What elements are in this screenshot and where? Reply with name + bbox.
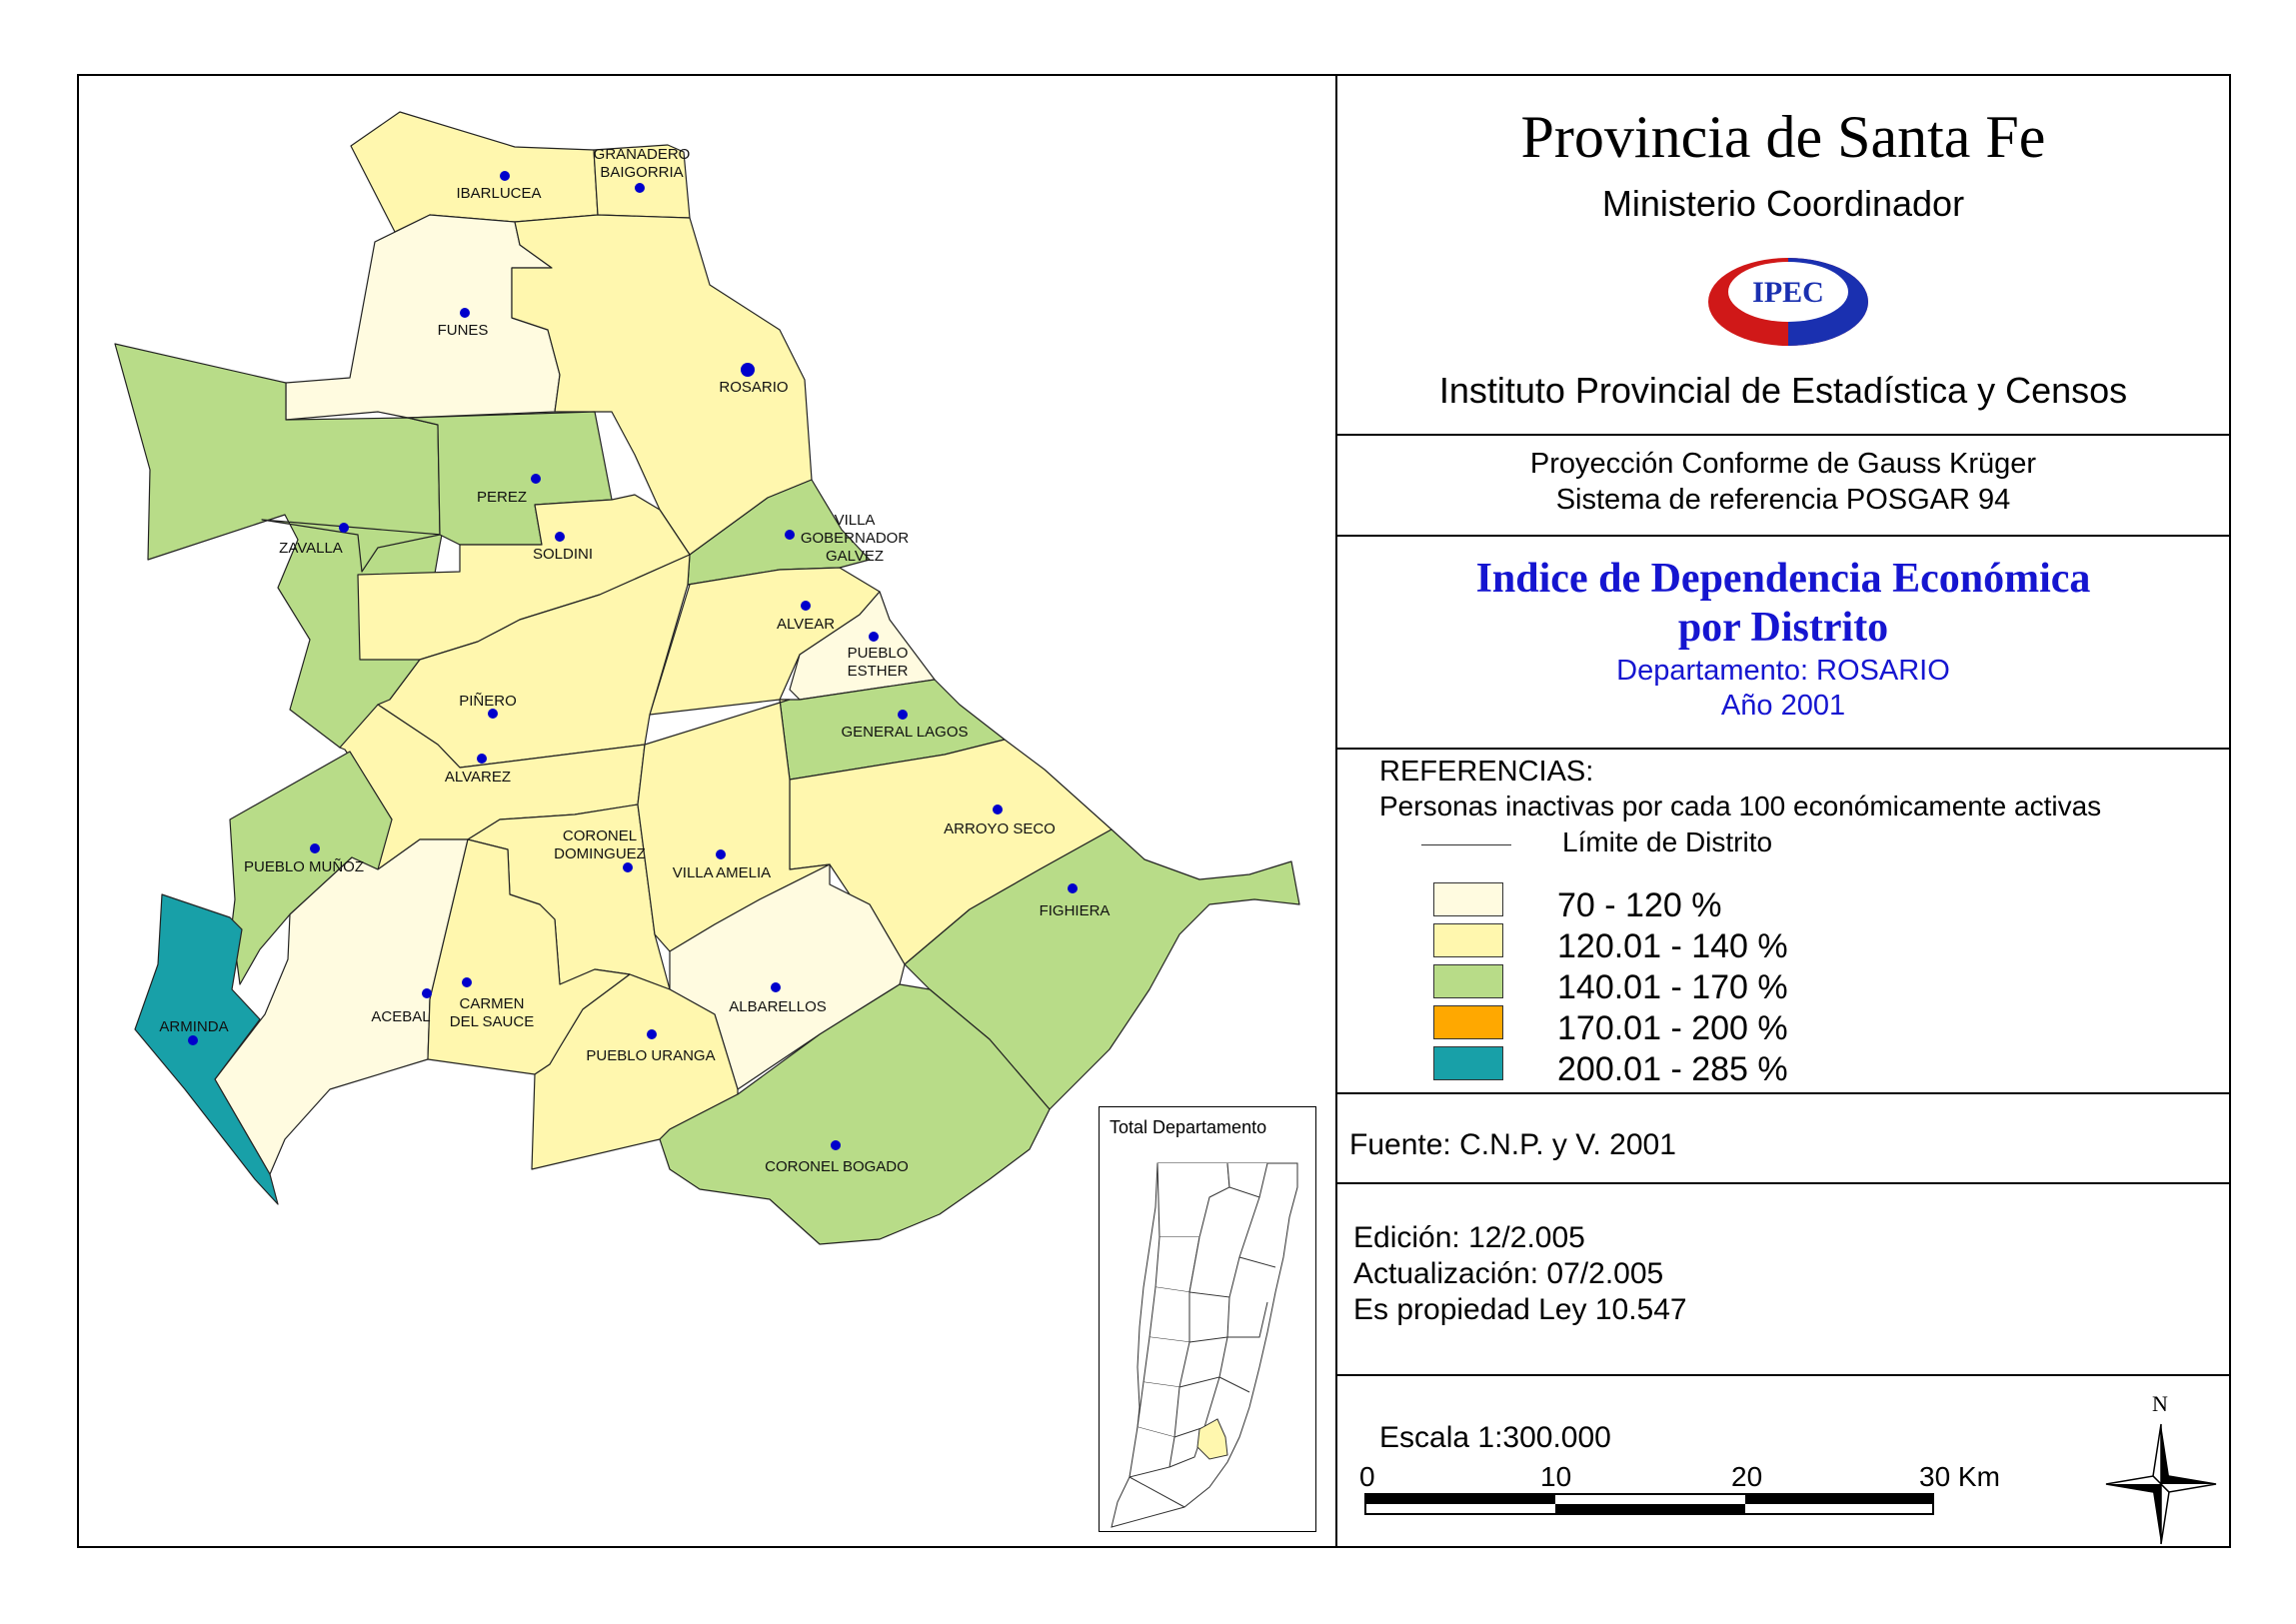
district-rosario[interactable]: [511, 214, 813, 556]
label-pueblo-uranga: PUEBLO URANGA: [586, 1047, 715, 1064]
legend-label-4: 200.01 - 285 %: [1557, 1050, 1788, 1088]
label-soldini: SOLDINI: [533, 546, 593, 563]
references-heading: REFERENCIAS:: [1379, 756, 1594, 788]
district-ibarlucea[interactable]: [350, 111, 599, 233]
district-coronel-bogado[interactable]: [659, 983, 1051, 1245]
ministry-name: Ministerio Coordinador: [1601, 183, 1965, 224]
map-title-line2: por Distrito: [1677, 605, 1889, 651]
label-carmen: CARMEN: [459, 995, 524, 1012]
legend-swatch-1: [1433, 923, 1503, 957]
label-villa-amelia: VILLA AMELIA: [673, 864, 771, 881]
label-alvarez: ALVAREZ: [445, 769, 511, 786]
year-label: Año 2001: [1720, 690, 1846, 722]
ipec-logo: IPEC: [1708, 258, 1868, 346]
divider-1: [1335, 434, 2231, 436]
department-label: Departamento: ROSARIO: [1616, 655, 1950, 687]
label-rosario: ROSARIO: [719, 379, 788, 396]
institute-name: Instituto Provincial de Estadística y Ce…: [1438, 370, 2128, 411]
label-villa: VILLA: [835, 512, 876, 529]
district-arminda[interactable]: [134, 893, 279, 1205]
projection-line1: Proyección Conforme de Gauss Krüger: [1529, 448, 2037, 480]
district-acebal[interactable]: [214, 838, 469, 1175]
legend-swatch-2: [1433, 964, 1503, 998]
inset-map: Total Departamento: [1099, 1106, 1316, 1532]
boundary-line-sample: [1421, 844, 1511, 845]
label-pinero: PIÑERO: [459, 693, 517, 710]
north-arrow-icon: [2105, 1423, 2217, 1545]
source-label: Fuente: C.N.P. y V. 2001: [1349, 1128, 1676, 1161]
province-title: Provincia de Santa Fe: [1520, 104, 2046, 170]
legend-label-3: 170.01 - 200 %: [1557, 1009, 1788, 1047]
inset-title: Total Departamento: [1110, 1117, 1267, 1137]
district-map: IBARLUCEA GRANADERO BAIGORRIA FUNES ROSA…: [114, 111, 1300, 1245]
map-frame: [77, 74, 2231, 1548]
label-pueblo-munoz: PUEBLO MUÑOZ: [244, 858, 364, 875]
district-points: [188, 171, 1078, 1150]
label-coronel-bogado: CORONEL BOGADO: [765, 1158, 909, 1175]
references-subtitle: Personas inactivas por cada 100 económic…: [1379, 791, 2102, 821]
legend-label-1: 120.01 - 140 %: [1557, 927, 1788, 965]
scale-tick-30: 30 Km: [1919, 1461, 2000, 1492]
label-pueblo: PUEBLO: [848, 645, 909, 662]
label-del-sauce: DEL SAUCE: [450, 1013, 534, 1030]
inset-rosario-highlight: [1196, 1418, 1228, 1460]
label-general-lagos: GENERAL LAGOS: [842, 724, 969, 741]
legend-swatch-0: [1433, 882, 1503, 916]
legend-swatch-3: [1433, 1005, 1503, 1039]
label-funes: FUNES: [438, 322, 489, 339]
label-galvez: GALVEZ: [826, 548, 884, 565]
label-coronel: CORONEL: [563, 827, 637, 844]
divider-4: [1335, 1092, 2231, 1094]
label-zavalla: ZAVALLA: [279, 540, 343, 557]
legend-label-0: 70 - 120 %: [1557, 886, 1722, 924]
label-arroyo-seco: ARROYO SECO: [944, 820, 1056, 837]
divider-3: [1335, 748, 2231, 750]
boundary-label: Límite de Distrito: [1562, 826, 1773, 857]
label-esther: ESTHER: [848, 663, 909, 680]
district-granadero-baigorria[interactable]: [593, 144, 691, 219]
inset-province-outline: [1111, 1162, 1298, 1528]
edition-line3: Es propiedad Ley 10.547: [1353, 1293, 1687, 1326]
logo-text: IPEC: [1752, 276, 1824, 309]
edition-line1: Edición: 12/2.005: [1353, 1221, 1585, 1254]
edition-line2: Actualización: 07/2.005: [1353, 1257, 1664, 1290]
north-label: N: [2152, 1391, 2168, 1416]
map-title-line1: Indice de Dependencia Económica: [1475, 556, 2091, 602]
label-perez: PEREZ: [477, 489, 527, 506]
label-fighiera: FIGHIERA: [1040, 902, 1111, 919]
divider-6: [1335, 1374, 2231, 1376]
scale-tick-20: 20: [1731, 1461, 1763, 1492]
scale-bar: [1364, 1493, 1934, 1515]
scale-label: Escala 1:300.000: [1379, 1421, 1611, 1454]
label-ibarlucea: IBARLUCEA: [456, 185, 541, 202]
label-gobernador: GOBERNADOR: [801, 530, 910, 547]
divider-5: [1335, 1182, 2231, 1184]
label-acebal: ACEBAL: [371, 1008, 430, 1025]
label-dominguez: DOMINGUEZ: [554, 845, 646, 862]
scale-tick-0: 0: [1359, 1461, 1375, 1492]
legend-swatch-4: [1433, 1046, 1503, 1080]
label-arminda: ARMINDA: [159, 1018, 228, 1035]
scale-tick-10: 10: [1540, 1461, 1572, 1492]
projection-line2: Sistema de referencia POSGAR 94: [1555, 484, 2011, 516]
label-granadero: GRANADERO: [594, 146, 691, 163]
label-alvear: ALVEAR: [777, 616, 835, 633]
legend-label-2: 140.01 - 170 %: [1557, 968, 1788, 1006]
divider-2: [1335, 535, 2231, 537]
info-panel: [1335, 74, 2231, 1548]
label-albarellos: ALBARELLOS: [729, 998, 827, 1015]
label-baigorria: BAIGORRIA: [600, 164, 683, 181]
